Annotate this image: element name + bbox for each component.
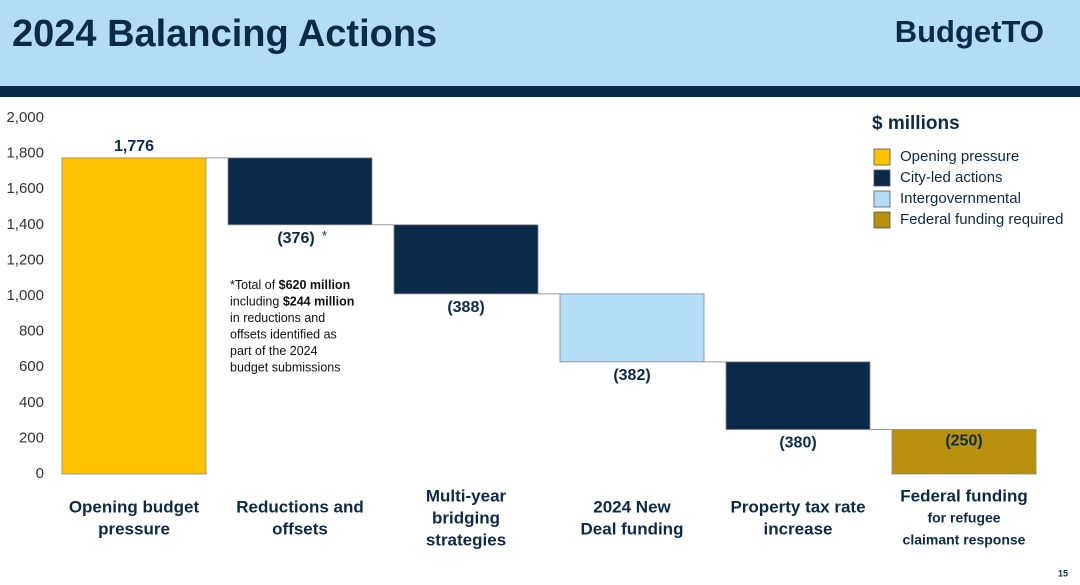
bar [725,361,871,430]
y-tick-label: 800 [19,323,44,340]
y-tick-label: 1,800 [6,145,44,162]
legend-swatch [873,211,891,229]
bar [61,157,207,475]
x-category-label: strategies [426,530,506,549]
x-category-label: Federal funding [900,486,1028,505]
x-category-label: Property tax rate [730,497,865,516]
page-number: 15 [1058,568,1068,578]
legend-swatch [873,148,891,166]
x-category-label: Opening budget [69,497,200,516]
legend-swatch [873,169,891,187]
footnote-line: *Total of $620 million [230,278,350,292]
x-category-label: for refugee [927,510,1000,526]
y-tick-label: 200 [19,429,44,446]
y-tick-label: 0 [36,465,44,482]
value-label: (380) [779,435,816,452]
x-category-label: increase [764,519,833,538]
value-label: (250) [945,433,982,450]
x-category-label: Deal funding [581,519,684,538]
note-marker: * [322,228,327,243]
footnote-line: offsets identified as [230,328,337,342]
footnote-line: in reductions and [230,311,325,325]
value-label: (376) [277,230,314,247]
y-tick-label: 1,200 [6,251,44,268]
footnote-part: part of the 2024 [230,344,318,358]
footnote-part: $244 million [283,295,355,309]
x-category-label: Multi-year [426,486,507,505]
value-label: 1,776 [114,138,154,155]
logo-b: TO [1002,14,1045,49]
footnote-part: *Total of [230,278,279,292]
footnote-part: budget submissions [230,361,340,375]
title: 2024 Balancing Actions [12,13,437,55]
y-tick-label: 1,000 [6,287,44,304]
bar [393,224,539,295]
bar [891,429,1037,475]
footnote-part: including [230,295,283,309]
legend-label: City-led actions [900,169,1003,186]
legend-title: $ millions [872,113,960,134]
y-tick-label: 600 [19,358,44,375]
x-category-label: offsets [272,519,328,538]
footnote-part: in reductions and [230,311,325,325]
header-band [0,0,1080,86]
x-category-label: 2024 New [593,497,671,516]
y-tick-label: 1,600 [6,180,44,197]
footnote-line: including $244 million [230,295,354,309]
legend-label: Federal funding required [900,211,1063,228]
footnote-part: offsets identified as [230,328,337,342]
footnote-line: budget submissions [230,361,340,375]
legend-label: Intergovernmental [900,190,1021,207]
x-category-label: claimant response [903,532,1026,548]
logo-a: Budget [895,14,1002,49]
x-category-label: Reductions and [236,497,364,516]
footnote-part: $620 million [279,278,351,292]
bar [227,157,373,226]
y-tick-label: 1,400 [6,216,44,233]
bar [559,293,705,363]
legend-label: Opening pressure [900,148,1019,165]
y-tick-label: 400 [19,394,44,411]
value-label: (388) [447,299,484,316]
x-category-label: bridging [432,508,500,527]
logo: BudgetTO [895,14,1044,49]
footnote-line: part of the 2024 [230,344,318,358]
value-label: (382) [613,367,650,384]
y-tick-label: 2,000 [6,109,44,126]
x-category-label: pressure [98,519,170,538]
header-stripe [0,86,1080,97]
legend-swatch [873,190,891,208]
